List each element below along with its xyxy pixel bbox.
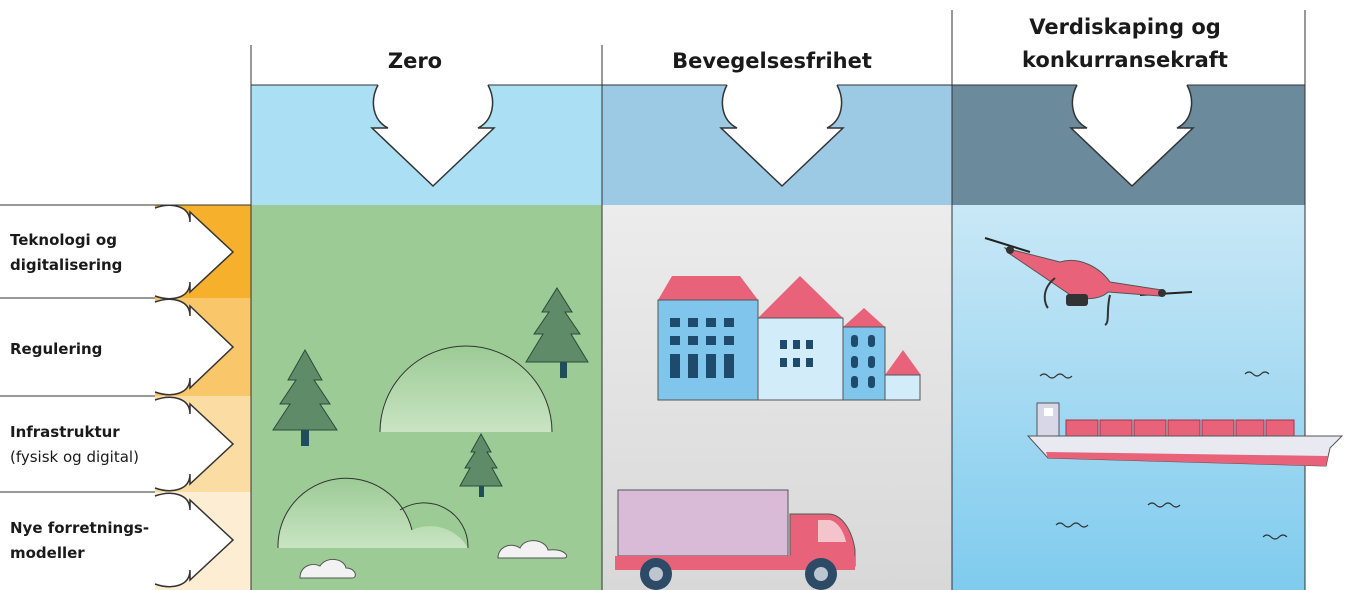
column-title: Zero xyxy=(388,49,442,73)
column-title: konkurransekraft xyxy=(1022,48,1228,72)
row-label: Nye forretnings- xyxy=(10,519,149,537)
column-title: Bevegelsesfrihet xyxy=(672,49,872,73)
row-label: Teknologi og xyxy=(10,231,117,249)
row-note: (fysisk og digital) xyxy=(10,448,139,466)
row-label: Regulering xyxy=(10,340,102,358)
diagram: Zero Bevegelsesfrihet Verdiskaping og ko… xyxy=(0,0,1352,590)
row-label: modeller xyxy=(10,544,85,562)
row-label: Infrastruktur xyxy=(10,423,120,441)
column-title: Verdiskaping og xyxy=(1029,15,1221,39)
panel xyxy=(952,205,1305,590)
row-label: digitalisering xyxy=(10,256,122,274)
